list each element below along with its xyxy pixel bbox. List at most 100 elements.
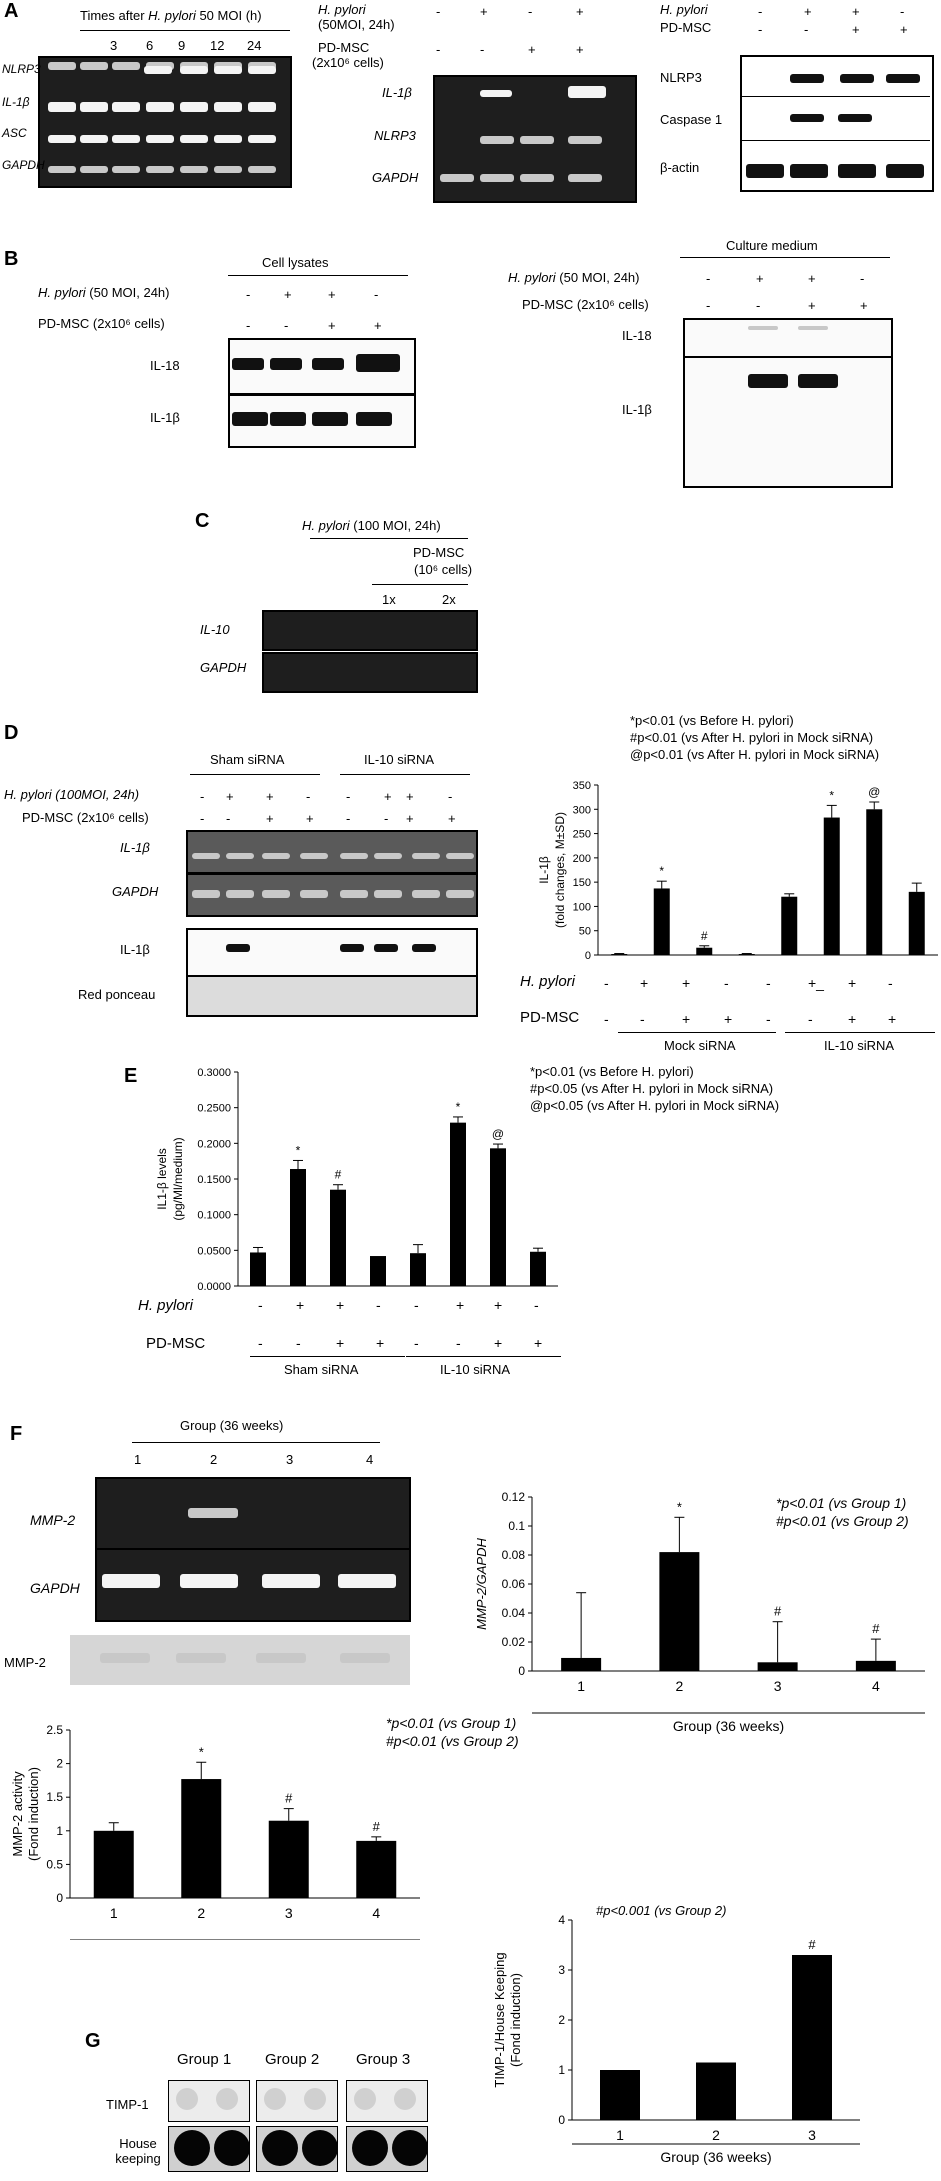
gel-band <box>340 890 368 898</box>
gel-band <box>112 102 140 112</box>
bar <box>290 1169 306 1286</box>
sign: + <box>266 789 274 804</box>
gel-band <box>440 174 474 182</box>
bar <box>653 888 670 955</box>
gel-band <box>300 853 328 859</box>
sign: - <box>604 1011 609 1027</box>
c-gel-1 <box>262 610 478 651</box>
blot-band <box>886 74 920 83</box>
sign: - <box>226 811 231 826</box>
b-right-row-il18: IL-18 <box>622 328 652 343</box>
x-axis-label: Group (36 weeks) <box>673 1718 784 1734</box>
blot-band <box>748 374 788 388</box>
significance-mark: # <box>701 929 708 943</box>
gel-band <box>180 135 208 143</box>
sign: + <box>494 1297 503 1313</box>
y-tick-label: 0 <box>56 1891 63 1905</box>
sign: - <box>604 975 609 991</box>
bar <box>356 1840 397 1898</box>
b-right-hp-label: H. pylori (50 MOI, 24h) <box>508 270 640 285</box>
g-group-2: Group 2 <box>265 2051 320 2068</box>
b-right-blot-2 <box>683 356 893 488</box>
c-hp-cond: (100 MOI, 24h) <box>349 518 441 533</box>
blot-band <box>312 412 348 426</box>
sign: - <box>706 298 711 313</box>
blot-band <box>232 412 268 426</box>
a-mid-msc-sub: (2x10⁶ cells) <box>312 55 384 70</box>
sign: - <box>808 1011 813 1027</box>
b-left-header: Cell lysates <box>262 255 329 270</box>
y-axis-label-group: IL1-β levels (pg/Ml/medium) <box>155 1137 185 1220</box>
gel-band <box>180 1574 238 1588</box>
blot-divider <box>742 140 930 141</box>
legend-line: *p<0.01 (vs Group 1) <box>776 1495 907 1511</box>
sign: + <box>848 975 857 991</box>
blot-band <box>790 74 824 83</box>
legend-line: @p<0.05 (vs After H. pylori in Mock siRN… <box>530 1098 780 1113</box>
bar <box>600 2070 640 2120</box>
y-axis-label-group: TIMP-1/House Keeping (Fond induction) <box>492 1952 523 2087</box>
e-group-left: Sham siRNA <box>284 1362 359 1377</box>
b-right-blot-1 <box>683 318 893 360</box>
gel-band <box>480 136 514 144</box>
sign: - <box>258 1297 263 1313</box>
y-tick-label: 300 <box>573 804 591 816</box>
bar <box>908 891 925 955</box>
category-label: 1 <box>577 1678 585 1694</box>
gel-band <box>520 174 554 182</box>
sign: - <box>414 1297 419 1313</box>
sign: - <box>296 1335 301 1351</box>
significance-mark: * <box>829 788 834 802</box>
gel-band <box>340 853 368 859</box>
sign: - <box>200 811 205 826</box>
category-label: 2 <box>712 2127 720 2143</box>
y-axis-label: IL1-β levels <box>155 1148 169 1210</box>
sign: +_ <box>808 975 824 991</box>
c-hp-it: H. pylori <box>302 518 350 533</box>
gel-band <box>80 166 108 173</box>
d-chart-msc-label: PD-MSC <box>520 1009 580 1026</box>
y-axis-label-group: MMP-2/GAPDH <box>474 1538 489 1630</box>
timp-spot <box>216 2088 238 2110</box>
y-axis-label: IL-1β <box>537 856 551 884</box>
gel-band <box>80 102 108 112</box>
blot-band <box>356 412 392 426</box>
blot-band <box>838 164 876 178</box>
zymo-band <box>256 1653 306 1663</box>
chart-d: 0 50 100 150 200 250 300 350 * # * @ IL-1β (fold chan… <box>537 780 938 960</box>
y-tick-label: 4 <box>558 1913 565 1927</box>
category-label: 1 <box>616 2127 624 2143</box>
chart-e: 0.0000 0.0500 0.1000 0.1500 0.2000 0.2500 0.30… <box>155 1067 558 1293</box>
y-tick-label: 3 <box>558 1963 565 1977</box>
gel-band <box>374 853 402 859</box>
blot-row-label: β-actin <box>660 160 700 175</box>
sign: + <box>756 271 764 286</box>
sign: - <box>758 22 763 37</box>
y-axis-label: (Fond induction) <box>26 1767 41 1861</box>
bar <box>738 954 755 955</box>
sign: - <box>528 4 533 19</box>
gel-band <box>480 174 514 182</box>
significance-mark: # <box>872 1621 880 1636</box>
y-axis-label: (Fond induction) <box>508 1973 523 2067</box>
bar <box>696 2062 736 2120</box>
gel-band <box>48 102 76 112</box>
panel-label-f: F <box>10 1423 23 1445</box>
blot-band <box>412 944 436 952</box>
sign: - <box>860 271 865 286</box>
sign: + <box>376 1335 385 1351</box>
g-legend: #p<0.001 (vs Group 2) <box>596 1903 727 1918</box>
gel-band <box>248 66 276 74</box>
bar <box>792 1955 832 2120</box>
d-hp-label: H. pylori (100MOI, 24h) <box>4 787 140 802</box>
panel-label-a: A <box>4 0 19 22</box>
blot-band <box>270 412 306 426</box>
d-msc-label: PD-MSC (2x10⁶ cells) <box>22 810 149 825</box>
y-tick-label: 350 <box>573 780 591 792</box>
sign: + <box>494 1335 503 1351</box>
sign: + <box>900 22 908 37</box>
bar <box>181 1779 222 1898</box>
f-zymo-label: MMP-2 <box>4 1655 46 1670</box>
housekeeping-spot <box>392 2130 428 2166</box>
sign: - <box>480 42 485 57</box>
